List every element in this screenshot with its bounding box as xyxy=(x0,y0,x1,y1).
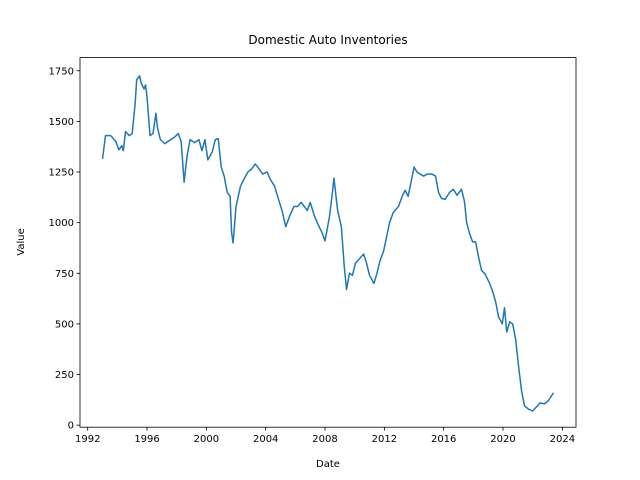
line-series xyxy=(101,75,555,412)
y-tick-label: 250 xyxy=(55,370,74,381)
y-tick-label: 0 xyxy=(68,421,74,432)
x-tick-label: 1996 xyxy=(134,434,159,445)
x-tick-label: 2016 xyxy=(431,434,456,445)
x-tick-label: 2000 xyxy=(194,434,219,445)
x-tick-label: 2004 xyxy=(253,434,278,445)
x-axis-label: Date xyxy=(316,459,340,470)
x-tick-label: 2024 xyxy=(550,434,575,445)
x-tick-label: 2012 xyxy=(372,434,397,445)
plot-frame xyxy=(79,57,577,428)
y-tick-label: 500 xyxy=(55,319,74,330)
y-axis-label: Value xyxy=(16,228,27,255)
y-tick-label: 1750 xyxy=(49,66,74,77)
x-tick-label: 2020 xyxy=(490,434,515,445)
y-tick-label: 750 xyxy=(55,269,74,280)
y-tick-label: 1250 xyxy=(49,168,74,179)
y-tick-label: 1000 xyxy=(49,218,74,229)
chart-title: Domestic Auto Inventories xyxy=(248,33,407,47)
y-tick-label: 1500 xyxy=(49,117,74,128)
x-tick-label: 2008 xyxy=(312,434,337,445)
x-tick-label: 1992 xyxy=(75,434,100,445)
